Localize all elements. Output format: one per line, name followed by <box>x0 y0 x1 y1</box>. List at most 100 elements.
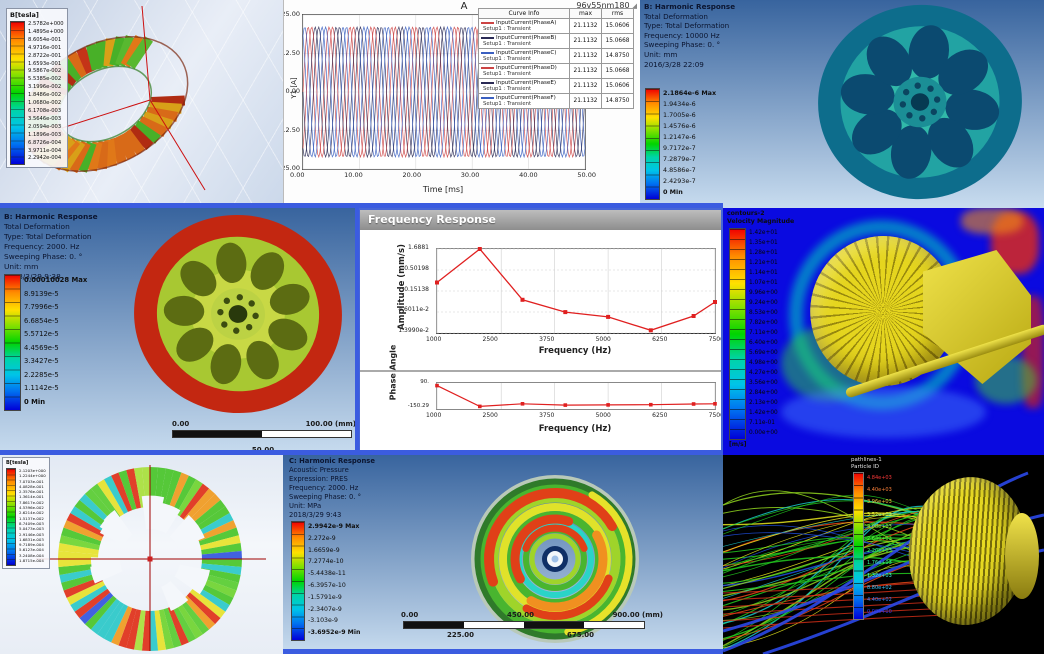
curve-rms: 15.0606 <box>601 78 634 94</box>
panel-pathlines: pathlines-1 Particle ID 4.84e+03 4.40e+03 3… <box>723 455 1044 654</box>
legend-value: 7.0703e-001 <box>19 478 44 484</box>
header-line: Sweeping Phase: 0. ° <box>4 252 83 261</box>
curve-max: 21.1132 <box>569 93 602 109</box>
frequency-ticks: 1000 2500 3750 5000 6250 7500 <box>426 336 723 343</box>
curve-swatch-icon <box>481 51 494 54</box>
curve-info-cell: InputCurrent(PhaseA) Setup1 : Transient <box>478 18 570 34</box>
legend-value: 2.3576e-001 <box>19 489 44 495</box>
curve-setup: Setup1 : Transient <box>483 101 532 107</box>
legend-title: B[tesla] <box>6 460 29 466</box>
phase-ticks: 90. -150.29 <box>400 379 432 409</box>
panel-maxwell-core: B[tesla] 2.5782e+000 1.4895e+000 8.6054e-0… <box>0 0 283 208</box>
legend-value: 2.9942e-9 Max <box>308 523 360 530</box>
panel-cfd-velocity: contours-2 Velocity Magnitude 1.42e+01 1.3… <box>723 208 1044 455</box>
legend-value: 3.5646e-003 <box>28 115 62 122</box>
x-tick: 20.00 <box>402 171 422 179</box>
legend-title: B[tesla] <box>10 11 39 19</box>
legend-value: 1.8486e-002 <box>28 92 62 99</box>
legend-value: 2.20e+03 <box>867 548 892 555</box>
y-axis-ticks: 25.00 12.50 0.00 -12.50 -25.00 <box>284 10 300 172</box>
scale-ruler: 0.00 100.00 (mm) 50.00 <box>170 420 356 454</box>
ruler-bar <box>172 430 352 438</box>
header-line: Acoustic Pressure <box>289 466 349 474</box>
curve-swatch-icon <box>481 21 494 24</box>
curve-max: 21.1132 <box>569 18 602 34</box>
x-tick: 7500 <box>708 336 723 343</box>
divider-strip <box>283 649 723 654</box>
ruler-0: 0.00 <box>401 611 419 619</box>
header-line: Frequency: 2000. Hz <box>289 484 359 492</box>
legend-value: 7.11e+00 <box>749 330 778 336</box>
legend-values: 2.5782e+000 1.4895e+000 8.6054e-001 4.9716e… <box>28 21 64 165</box>
curve-info-cell: InputCurrent(PhaseB) Setup1 : Transient <box>478 33 570 49</box>
legend-value: 1.42e+01 <box>749 230 778 236</box>
curve-max: 21.1132 <box>569 33 602 49</box>
curve-rms: 15.0668 <box>601 63 634 79</box>
ruler-225: 225.00 <box>447 631 475 639</box>
colorbar <box>853 472 864 620</box>
design-label: 96v55nm180 <box>576 1 630 10</box>
scale-ruler: 0.00 450.00 900.00 (mm) 225.00 675.00 <box>401 611 663 649</box>
legend-value: 5.5385e-002 <box>28 76 62 83</box>
flywheel-render <box>818 4 1022 200</box>
legend-value: 3.08e+03 <box>867 523 892 530</box>
x-axis-ticks: 0.00 10.00 20.00 30.00 40.00 50.00 <box>290 171 596 179</box>
legend-value: 1.4576e-6 <box>663 122 696 130</box>
header-line: 2018/3/29 9:43 <box>289 511 342 519</box>
curve-name: InputCurrent(PhaseD) <box>496 65 557 71</box>
legend-value: 7.2879e-7 <box>663 155 696 163</box>
legend-value: 4.40e+03 <box>867 487 892 494</box>
legend-value: 3.96e+03 <box>867 499 892 506</box>
legend-value: 9.96e+00 <box>749 290 778 296</box>
hub-render <box>1005 513 1039 599</box>
y-tick: 25.00 <box>283 10 300 18</box>
amplitude-ticks: 1.6881 0.50198 0.15138 4.6011e-2 1.3990e-2 <box>360 244 432 334</box>
panel-acoustic-pressure: C: Harmonic Response Acoustic Pressure Exp… <box>283 455 723 654</box>
velocity-legend: 1.42e+01 1.35e+01 1.28e+01 1.21e+01 1.14e+01… <box>729 228 778 440</box>
legend-value: -3.103e-9 <box>308 617 338 625</box>
x-tick: 10.00 <box>344 171 363 179</box>
curve-name: InputCurrent(PhaseC) <box>496 50 557 56</box>
legend-value: 2.4293e-7 <box>663 177 696 185</box>
x-axis-label: Time [ms] <box>422 185 464 194</box>
panel-frequency-response: Frequency Response Amplitude (mm/s) 1.68… <box>358 208 723 455</box>
y-tick: 0.50198 <box>404 264 429 272</box>
legend-value: 0.00010028 Max <box>24 276 88 284</box>
legend-value: 4.98e+00 <box>749 360 778 366</box>
panel-harmonic-2000hz: B: Harmonic Response Total Deformation Typ… <box>0 208 358 455</box>
colorbar <box>729 228 746 440</box>
legend-value: 4.9716e-001 <box>28 44 62 51</box>
curve-rms: 15.0668 <box>601 33 634 49</box>
x-tick: 5000 <box>595 336 611 343</box>
legend-value: -6.3957e-10 <box>308 581 346 589</box>
result-header: B: Harmonic Response Total Deformation Typ… <box>4 212 98 282</box>
legend-values: 4.84e+03 4.40e+03 3.96e+03 3.52e+03 3.08e+03… <box>867 472 892 620</box>
result-header: C: Harmonic Response Acoustic Pressure Exp… <box>289 457 375 520</box>
colorbar <box>6 468 16 566</box>
pin-icon[interactable]: ◢ <box>631 1 637 10</box>
frequency-ticks: 1000 2500 3750 5000 6250 7500 <box>426 412 721 419</box>
legend-value: 1.32e+03 <box>867 572 892 579</box>
legend-value: 1.35e+01 <box>749 240 778 246</box>
deformation-legend: 0.00010028 Max 8.9139e-5 7.7996e-5 6.6854e-… <box>4 274 87 411</box>
legend-value: 8.7409e-003 <box>19 520 44 526</box>
header-line: C: Harmonic Response <box>289 457 375 465</box>
curve-name: InputCurrent(PhaseE) <box>496 80 557 86</box>
flux-legend: B[tesla] 2.5782e+000 1.4895e+000 8.6054e-0… <box>6 8 68 168</box>
legend-value: -3.6952e-9 Min <box>308 629 361 637</box>
window-titlebar[interactable]: Frequency Response <box>360 210 721 230</box>
legend-value: 5.69e+00 <box>749 350 778 356</box>
rotor-ring-render <box>36 465 266 651</box>
curve-setup: Setup1 : Transient <box>483 56 532 62</box>
legend-value: 3.2408e-004 <box>19 552 44 558</box>
legend-value: 1.1896e-003 <box>28 131 62 138</box>
legend-value: 0.00e+00 <box>749 430 778 436</box>
plot-separator <box>360 370 721 372</box>
window-title: Frequency Response <box>368 213 496 226</box>
header-line: Unit: MPa <box>289 502 322 510</box>
curve-info-cell: InputCurrent(PhaseD) Setup1 : Transient <box>478 63 570 79</box>
curve-swatch-icon <box>481 96 494 99</box>
legend-value: 3.56e+00 <box>749 380 778 386</box>
legend-values: 1.42e+01 1.35e+01 1.28e+01 1.21e+01 1.14e+01… <box>749 228 778 440</box>
curve-info-cell: InputCurrent(PhaseE) Setup1 : Transient <box>478 78 570 94</box>
